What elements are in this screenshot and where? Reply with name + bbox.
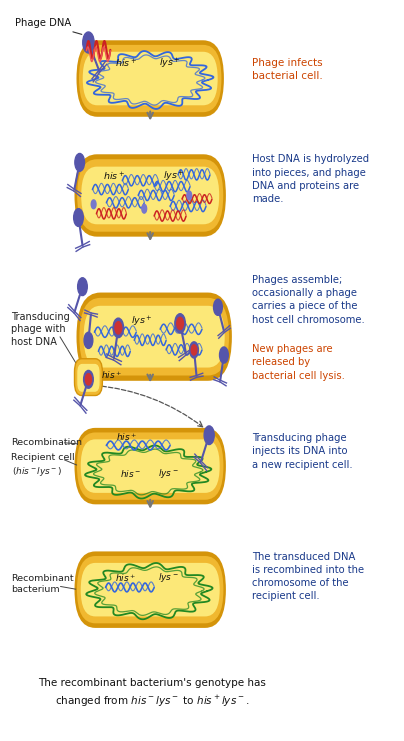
Text: $\it{lys}^+$: $\it{lys}^+$ bbox=[159, 57, 181, 71]
Circle shape bbox=[84, 370, 93, 388]
Circle shape bbox=[204, 426, 214, 445]
Circle shape bbox=[219, 347, 228, 363]
Text: Host DNA is hydrolyzed
into pieces, and phage
DNA and proteins are
made.: Host DNA is hydrolyzed into pieces, and … bbox=[252, 154, 369, 204]
Circle shape bbox=[113, 318, 124, 338]
Circle shape bbox=[214, 299, 222, 316]
FancyBboxPatch shape bbox=[74, 359, 102, 396]
Circle shape bbox=[83, 32, 94, 53]
Text: Transducing
phage with
host DNA: Transducing phage with host DNA bbox=[11, 312, 69, 347]
Text: $\it{lys}^+$: $\it{lys}^+$ bbox=[130, 315, 152, 329]
Circle shape bbox=[187, 191, 191, 200]
Circle shape bbox=[177, 317, 183, 330]
Text: Recipient cell: Recipient cell bbox=[11, 453, 74, 462]
FancyBboxPatch shape bbox=[76, 293, 232, 381]
Text: $\it{his}^+$: $\it{his}^+$ bbox=[101, 370, 122, 382]
Circle shape bbox=[142, 205, 147, 213]
FancyBboxPatch shape bbox=[76, 40, 224, 117]
Circle shape bbox=[191, 345, 197, 355]
Text: $\it{his}^+$: $\it{his}^+$ bbox=[115, 572, 136, 584]
FancyBboxPatch shape bbox=[79, 298, 229, 376]
Text: $\it{his}^+$: $\it{his}^+$ bbox=[116, 431, 137, 442]
Text: Transducing phage
injects its DNA into
a new recipient cell.: Transducing phage injects its DNA into a… bbox=[252, 433, 352, 470]
Text: The recombinant bacterium's genotype has
changed from $\it{his}^-\it{lys}^-$ to : The recombinant bacterium's genotype has… bbox=[38, 678, 266, 708]
Text: $\it{his}^+$: $\it{his}^+$ bbox=[103, 171, 125, 183]
Text: Phage DNA: Phage DNA bbox=[15, 19, 82, 34]
FancyBboxPatch shape bbox=[74, 428, 226, 505]
Circle shape bbox=[74, 209, 83, 227]
Text: ($\it{his}^-\it{lys}^-$): ($\it{his}^-\it{lys}^-$) bbox=[12, 465, 62, 479]
Text: $\it{his}^-$: $\it{his}^-$ bbox=[120, 468, 141, 479]
FancyBboxPatch shape bbox=[77, 364, 100, 392]
Text: Recombination: Recombination bbox=[11, 438, 82, 447]
Circle shape bbox=[91, 200, 96, 209]
FancyBboxPatch shape bbox=[77, 159, 223, 232]
Text: Phage infects
bacterial cell.: Phage infects bacterial cell. bbox=[252, 58, 322, 82]
FancyBboxPatch shape bbox=[77, 433, 223, 499]
FancyBboxPatch shape bbox=[74, 154, 226, 236]
Circle shape bbox=[85, 373, 92, 385]
FancyBboxPatch shape bbox=[83, 52, 218, 105]
Text: $\it{lys}^+$: $\it{lys}^+$ bbox=[163, 170, 185, 185]
FancyBboxPatch shape bbox=[81, 563, 220, 617]
Text: The transduced DNA
is recombined into the
chromosome of the
recipient cell.: The transduced DNA is recombined into th… bbox=[252, 551, 364, 601]
Circle shape bbox=[78, 278, 87, 296]
FancyBboxPatch shape bbox=[84, 306, 225, 368]
Circle shape bbox=[84, 332, 93, 348]
Circle shape bbox=[175, 313, 185, 333]
Text: Phages assemble;
occasionally a phage
carries a piece of the
host cell chromosom: Phages assemble; occasionally a phage ca… bbox=[252, 275, 364, 325]
Circle shape bbox=[189, 342, 198, 358]
FancyBboxPatch shape bbox=[77, 556, 223, 623]
Circle shape bbox=[75, 153, 84, 171]
Text: $\it{lys}^-$: $\it{lys}^-$ bbox=[158, 467, 179, 480]
FancyBboxPatch shape bbox=[81, 167, 219, 225]
FancyBboxPatch shape bbox=[74, 551, 226, 628]
Circle shape bbox=[115, 322, 122, 334]
FancyBboxPatch shape bbox=[79, 45, 221, 112]
FancyBboxPatch shape bbox=[81, 439, 220, 493]
Text: Recombinant
bacterium: Recombinant bacterium bbox=[11, 574, 74, 594]
Text: $\it{lys}^-$: $\it{lys}^-$ bbox=[158, 571, 179, 585]
Text: New phages are
released by
bacterial cell lysis.: New phages are released by bacterial cel… bbox=[252, 345, 345, 381]
Text: $\it{his}^+$: $\it{his}^+$ bbox=[115, 58, 137, 70]
